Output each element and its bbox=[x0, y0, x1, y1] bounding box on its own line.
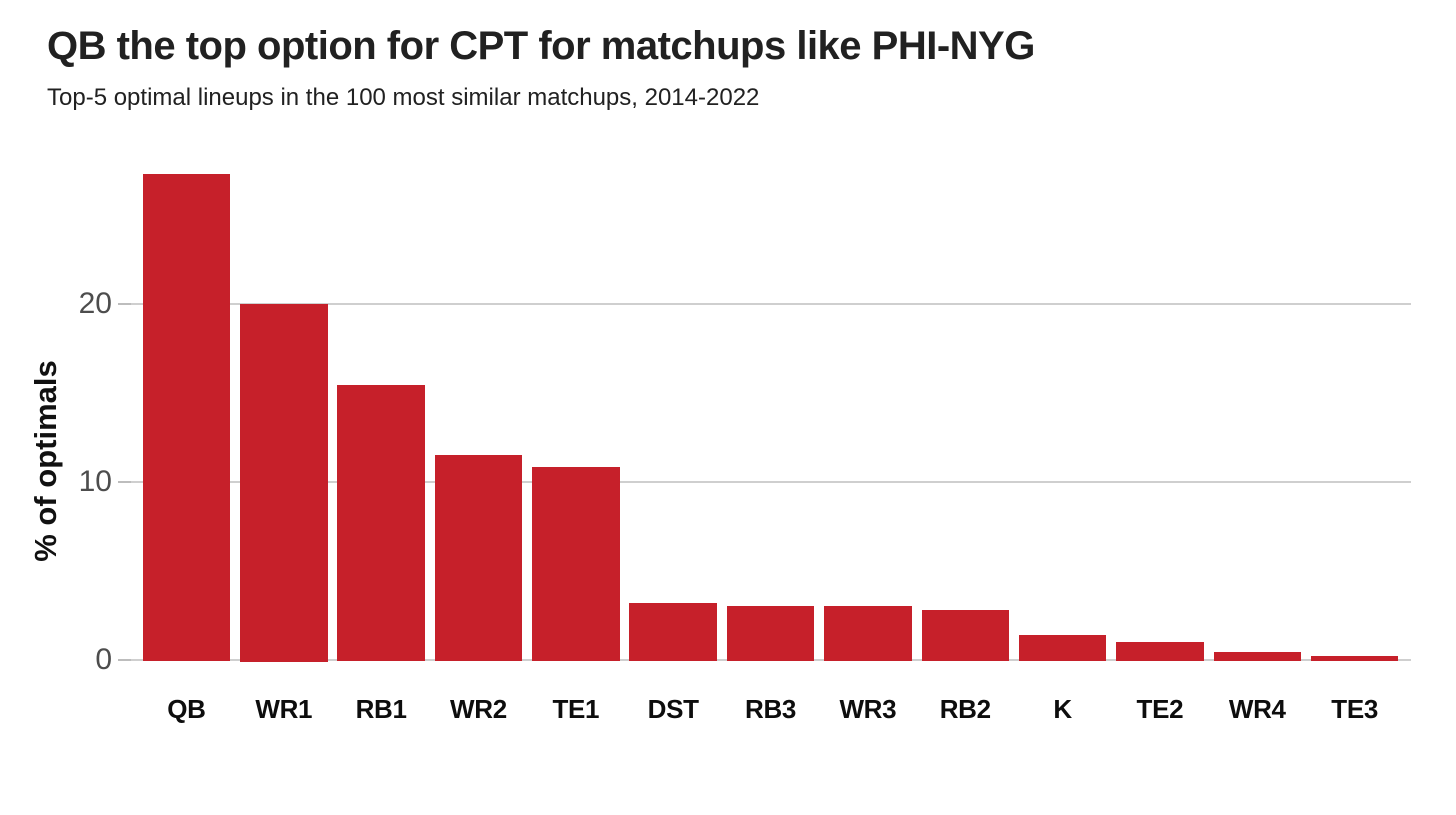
x-tick-label-te1: TE1 bbox=[552, 694, 600, 724]
x-tick-label-rb3: RB3 bbox=[744, 694, 797, 724]
bar-wr4 bbox=[1213, 652, 1302, 662]
bar-rb2 bbox=[921, 609, 1009, 662]
gridline-y-20 bbox=[131, 302, 1411, 305]
x-tick-label-wr2: WR2 bbox=[450, 694, 507, 724]
bar-wr1 bbox=[240, 303, 328, 662]
x-tick-label-k: K bbox=[1053, 694, 1072, 724]
x-tick-label-wr3: WR3 bbox=[839, 694, 897, 724]
bar-te1 bbox=[532, 467, 620, 662]
x-tick-label-wr4: WR4 bbox=[1228, 694, 1286, 724]
chart-subtitle: Top-5 optimal lineups in the 100 most si… bbox=[47, 84, 760, 111]
x-tick-label-qb: QB bbox=[167, 694, 206, 724]
y-tick-label-20: 20 bbox=[78, 286, 112, 320]
y-axis-title: % of optimals bbox=[28, 360, 63, 562]
y-tick-mark-0 bbox=[118, 658, 131, 661]
y-tick-label-10: 10 bbox=[78, 464, 112, 498]
bar-qb bbox=[142, 173, 231, 662]
bar-te2 bbox=[1116, 641, 1204, 662]
bar-dst bbox=[629, 602, 717, 662]
x-tick-label-wr1: WR1 bbox=[255, 694, 313, 724]
bar-rb1 bbox=[337, 385, 425, 662]
y-tick-mark-10 bbox=[118, 480, 131, 483]
x-tick-label-te3: TE3 bbox=[1331, 694, 1379, 724]
gridline-y-10 bbox=[131, 480, 1411, 483]
y-tick-label-0: 0 bbox=[95, 642, 112, 676]
bar-te3 bbox=[1310, 655, 1399, 662]
x-tick-label-rb1: RB1 bbox=[355, 694, 407, 724]
x-tick-label-dst: DST bbox=[647, 694, 699, 724]
chart-title: QB the top option for CPT for matchups l… bbox=[47, 24, 1035, 68]
bar-wr2 bbox=[434, 454, 523, 662]
y-tick-mark-20 bbox=[118, 302, 131, 305]
x-tick-label-te2: TE2 bbox=[1136, 694, 1184, 724]
bar-wr3 bbox=[824, 606, 912, 662]
x-tick-label-rb2: RB2 bbox=[939, 694, 991, 724]
bar-rb3 bbox=[726, 606, 815, 662]
bar-k bbox=[1018, 634, 1107, 662]
